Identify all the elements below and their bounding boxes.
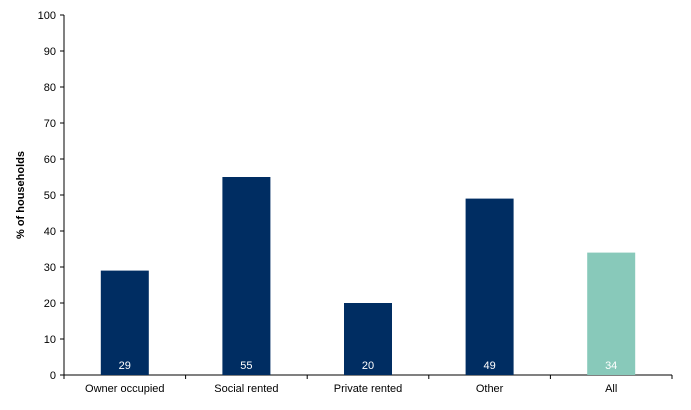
bar-data-label: 34 bbox=[605, 360, 617, 372]
x-tick-label: Private rented bbox=[334, 383, 402, 395]
x-tick-label: Owner occupied bbox=[85, 383, 165, 395]
bar bbox=[344, 303, 392, 375]
bar bbox=[587, 252, 636, 375]
bar bbox=[465, 198, 514, 375]
y-tick-label: 0 bbox=[50, 370, 56, 382]
y-tick-label: 70 bbox=[44, 118, 56, 130]
y-tick-label: 80 bbox=[44, 82, 56, 94]
x-tick-label: All bbox=[605, 383, 617, 395]
y-tick-label: 60 bbox=[44, 154, 56, 166]
bar-data-label: 20 bbox=[362, 360, 374, 372]
x-tick-label: Other bbox=[476, 383, 504, 395]
bar-data-label: 29 bbox=[119, 360, 131, 372]
bar-data-label: 49 bbox=[483, 360, 495, 372]
x-axis: Owner occupied Social rented Private rente… bbox=[63, 374, 673, 395]
x-tick-label: Social rented bbox=[214, 383, 278, 395]
y-tick-label: 20 bbox=[44, 298, 56, 310]
bar-data-label: 55 bbox=[240, 360, 252, 372]
y-tick-label: 50 bbox=[44, 190, 56, 202]
y-tick-label: 10 bbox=[44, 334, 56, 346]
y-axis: 0 10 20 30 40 50 60 70 80 90 100 bbox=[38, 10, 65, 382]
y-tick-label: 40 bbox=[44, 226, 56, 238]
y-tick-label: 100 bbox=[38, 10, 56, 22]
y-axis-label: % of households bbox=[15, 151, 27, 239]
bar bbox=[100, 270, 149, 375]
bars: 29 55 20 49 34 bbox=[100, 177, 636, 375]
y-tick-label: 90 bbox=[44, 46, 56, 58]
bar bbox=[222, 177, 271, 375]
y-tick-label: 30 bbox=[44, 262, 56, 274]
